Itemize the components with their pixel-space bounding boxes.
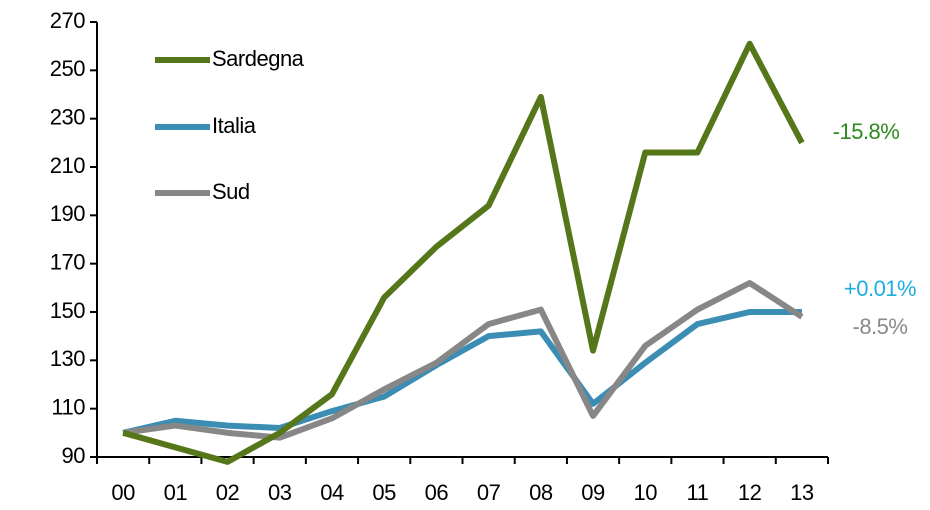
x-tick-label: 03	[268, 480, 292, 505]
y-tick-label: 170	[50, 249, 85, 274]
x-tick-label: 00	[111, 480, 135, 505]
x-tick-label: 06	[425, 480, 449, 505]
legend-label: Italia	[212, 113, 257, 138]
legend-label: Sud	[212, 179, 250, 204]
y-tick-label: 190	[50, 201, 85, 226]
x-tick-label: 08	[529, 480, 553, 505]
x-tick-label: 11	[687, 480, 709, 505]
y-tick-label: 230	[50, 104, 85, 129]
annotation: -15.8%	[833, 119, 900, 144]
x-tick-label: 04	[320, 480, 344, 505]
legend-label: Sardegna	[212, 46, 305, 71]
line-series	[122, 280, 804, 441]
annotation: -8.5%	[853, 314, 908, 339]
y-tick-label: 250	[50, 56, 85, 81]
x-tick-label: 10	[634, 480, 658, 505]
x-tick-label: 01	[164, 480, 188, 505]
x-tick-label: 07	[477, 480, 501, 505]
line-series	[122, 40, 805, 465]
y-tick-label: 270	[50, 8, 85, 33]
x-tick-label: 05	[372, 480, 396, 505]
y-tick-label: 210	[50, 153, 85, 178]
y-tick-label: 110	[51, 394, 85, 419]
x-tick-label: 12	[738, 480, 762, 505]
y-tick-label: 130	[50, 346, 85, 371]
line-series	[122, 309, 802, 436]
x-tick-label: 09	[581, 480, 605, 505]
y-tick-label: 150	[50, 298, 85, 323]
x-tick-label: 02	[216, 480, 240, 505]
y-tick-label: 90	[62, 443, 86, 468]
annotation: +0.01%	[844, 276, 916, 301]
x-tick-label: 13	[790, 480, 814, 505]
